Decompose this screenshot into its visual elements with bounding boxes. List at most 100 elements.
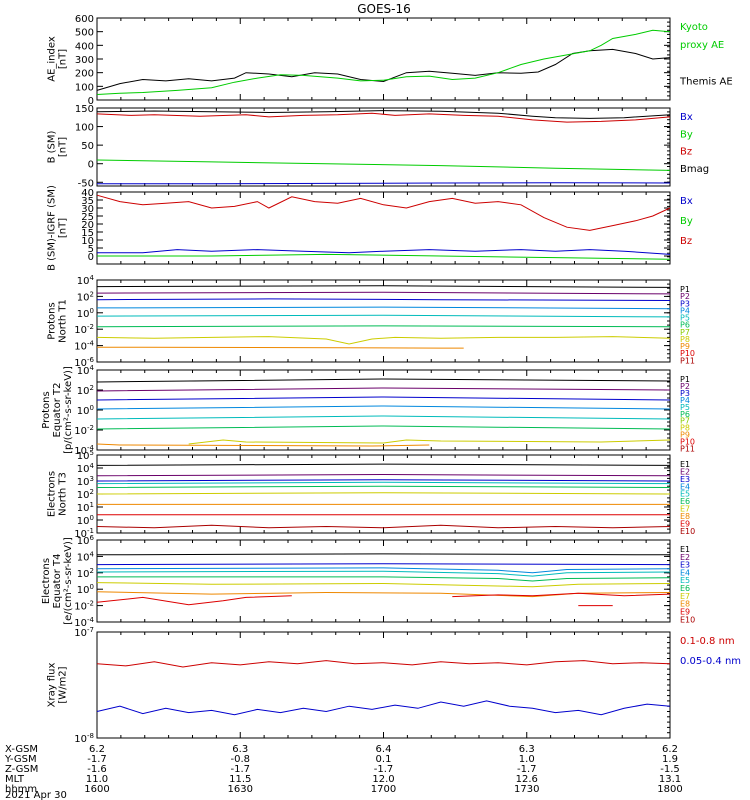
y-tick-label: 10-2: [74, 600, 94, 613]
legend-label: P3: [680, 299, 690, 308]
footer-value: 1.9: [662, 754, 678, 765]
series-line: [96, 285, 671, 288]
series-line: [97, 249, 671, 255]
y-tick-label: 30: [81, 204, 94, 215]
y-axis-label: Electrons: [47, 471, 58, 517]
panel-ae: 0 100 200 300 400 500 600 AE_index [nT] Kyoto prox…: [47, 14, 733, 107]
y-axis-label: [nT]: [58, 49, 69, 69]
legend-label: P2: [680, 382, 690, 391]
legend-label: P8: [680, 335, 690, 344]
y-tick-label: 104: [77, 462, 95, 475]
y-tick-label: 20: [81, 220, 94, 231]
y-tick-label: 0: [88, 96, 94, 107]
legend-label: Bmag: [680, 164, 709, 175]
legend-label: E6: [680, 584, 690, 593]
panel-frame: [96, 107, 671, 187]
y-tick-label: -50: [78, 178, 94, 189]
footer-date: 2021 Apr 30: [5, 790, 67, 800]
y-tick-label: 100: [77, 307, 94, 320]
legend-label: E5: [680, 576, 690, 585]
footer-value: 6.2: [662, 744, 678, 755]
legend-label: Bx: [680, 196, 693, 207]
series-line: [452, 592, 671, 598]
legend-label: By: [680, 216, 693, 227]
legend-label: P7: [680, 417, 690, 426]
footer: X-GSM 6.2 6.3 6.4 6.3 6.2Y-GSM -1.7 -0.8 0.1 1.0 1…: [4, 744, 683, 800]
y-tick-label: 100: [77, 583, 94, 596]
footer-value: 6.4: [376, 744, 392, 755]
series-line: [97, 253, 671, 260]
y-tick-label: 104: [77, 274, 95, 287]
footer-value: 1600: [84, 784, 109, 795]
legend-label: E4: [680, 568, 690, 577]
series-line: [188, 439, 671, 445]
y-tick-label: 104: [77, 364, 95, 377]
footer-value: -1.7: [517, 764, 537, 775]
legend-label: Themis AE: [679, 77, 733, 88]
legend-label: P2: [680, 292, 690, 301]
footer-value: -1.7: [230, 764, 250, 775]
y-tick-label: 500: [75, 28, 94, 39]
y-tick-label: 150: [75, 104, 94, 115]
y-tick-label: 100: [75, 82, 94, 93]
legend-label: Kyoto: [680, 22, 708, 33]
y-axis-label: Xray flux: [47, 663, 58, 708]
y-axis-label: [W/m2]: [58, 666, 69, 703]
footer-row-label: Y-GSM: [4, 754, 37, 765]
y-tick-label: 105: [77, 449, 94, 462]
series-line: [96, 473, 671, 477]
y-tick-label: 50: [81, 141, 94, 152]
legend-label: P4: [680, 306, 690, 315]
y-axis-label: Equator T2: [52, 383, 63, 438]
series-line: [96, 485, 671, 488]
legend-label: E8: [680, 600, 690, 609]
legend-label: E9: [680, 519, 690, 528]
legend-label: Bz: [680, 236, 692, 247]
series-line: [96, 112, 671, 123]
series-line: [96, 194, 671, 231]
y-tick-label: 102: [77, 567, 94, 580]
series-line: [96, 595, 292, 606]
y-tick-label: 300: [75, 55, 94, 66]
series-line: [96, 110, 671, 119]
y-axis-label: [e/(cm²-s-sr-keV)]: [63, 537, 74, 625]
legend-label: P11: [680, 356, 695, 365]
y-tick-label: 102: [77, 290, 94, 303]
legend-label: P10: [680, 349, 695, 358]
series-line: [96, 405, 671, 410]
legend-label: P10: [680, 438, 695, 447]
series-line: [96, 415, 671, 420]
series-line: [96, 306, 671, 310]
legend-label: E5: [680, 490, 690, 499]
footer-value: 12.6: [516, 774, 538, 785]
y-axis-label: B (SM)-IGRF (SM): [47, 185, 58, 271]
y-tick-label: 103: [77, 475, 94, 488]
panel-frame: [96, 369, 671, 451]
series-line: [96, 567, 671, 574]
y-tick-label: 600: [75, 14, 94, 25]
y-tick-label: 10-4: [74, 340, 94, 353]
legend-label: E10: [680, 615, 695, 624]
legend-label: P6: [680, 321, 690, 330]
footer-value: 1.0: [519, 754, 535, 765]
footer-value: 1800: [657, 784, 682, 795]
series-line: [96, 325, 671, 328]
panel-frame: [96, 191, 671, 265]
legend-label: P9: [680, 431, 690, 440]
footer-row-label: X-GSM: [5, 744, 38, 755]
legend-label: 0.05-0.4 nm: [680, 656, 741, 667]
series-line: [96, 443, 430, 447]
series-line: [96, 336, 671, 345]
legend-label: P4: [680, 396, 690, 405]
y-axis-label: North T1: [58, 299, 69, 343]
legend-label: E7: [680, 505, 690, 514]
footer-row-label: MLT: [5, 774, 25, 785]
legend-label: P9: [680, 342, 690, 351]
series-line: [96, 159, 671, 171]
